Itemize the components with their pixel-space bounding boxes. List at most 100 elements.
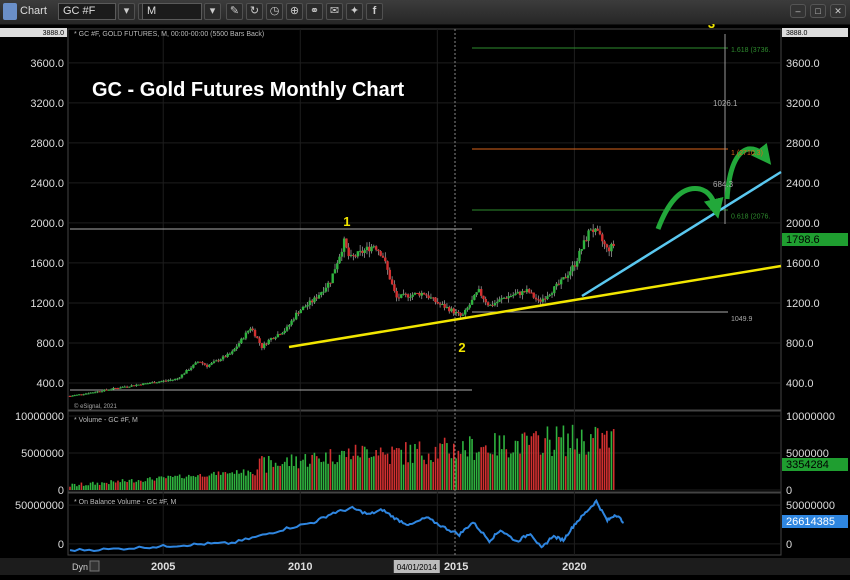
fib-1-label: 1 (2710.3) xyxy=(731,150,763,157)
level-1049-label: 1049.9 xyxy=(731,316,753,323)
candle-body xyxy=(548,294,551,297)
y-tick-left: 2800.0 xyxy=(30,138,64,150)
y-top-box xyxy=(0,28,67,37)
volume-bar xyxy=(418,441,421,490)
clock-icon[interactable]: ◷ xyxy=(266,3,283,20)
volume-bar xyxy=(178,474,181,490)
candle-body xyxy=(605,244,609,248)
volume-bar xyxy=(398,448,400,490)
candle-body xyxy=(297,312,300,314)
candle-body xyxy=(105,389,108,391)
volume-bar xyxy=(295,456,297,490)
candle-body xyxy=(100,391,104,393)
volume-bar xyxy=(197,475,199,490)
volume-bar xyxy=(112,481,115,490)
volume-bar xyxy=(215,475,218,490)
volume-bar xyxy=(261,456,263,490)
volume-bar xyxy=(256,469,259,490)
candle-body xyxy=(260,343,264,349)
candle-body xyxy=(221,356,225,360)
volume-bar xyxy=(121,479,124,490)
projection-arrow-up xyxy=(724,142,772,200)
minimize-button[interactable]: – xyxy=(790,4,806,18)
candle-body xyxy=(121,386,124,388)
volume-bar xyxy=(119,482,122,490)
obv-line xyxy=(69,498,624,553)
time-axis-bar[interactable]: Dyn 2005 2010 04/01/2014 2015 2020 xyxy=(0,558,850,575)
candle-body xyxy=(98,391,101,393)
volume-bar xyxy=(544,438,546,490)
link-icon[interactable]: ⚭ xyxy=(306,3,323,20)
volume-last-box xyxy=(782,458,848,471)
volume-bar xyxy=(277,465,279,490)
volume-bar xyxy=(434,446,437,490)
y-tick-left: 3200.0 xyxy=(30,98,64,110)
maximize-button[interactable]: □ xyxy=(810,4,826,18)
candle-body xyxy=(274,337,277,339)
candle-body xyxy=(379,251,382,256)
volume-bar xyxy=(124,481,126,490)
volume-bar xyxy=(498,435,501,490)
y-tick-right: 3200.0 xyxy=(786,98,820,110)
candle-body xyxy=(555,283,558,287)
candle-body xyxy=(294,312,298,320)
volume-bar xyxy=(466,456,469,490)
candle-body xyxy=(258,338,261,344)
candle-body xyxy=(400,294,403,298)
candle-body xyxy=(427,295,430,299)
volume-bar xyxy=(494,433,496,490)
candle-body xyxy=(395,291,398,298)
volume-bar xyxy=(137,480,140,490)
candle-body xyxy=(509,296,513,298)
candle-body xyxy=(484,298,487,303)
wave-label-3: 3 xyxy=(708,24,715,31)
volume-bar xyxy=(516,441,519,490)
interval-dropdown-icon[interactable]: ▾ xyxy=(204,3,221,20)
volume-bar xyxy=(414,444,416,490)
candle-body xyxy=(192,364,195,368)
candle-body xyxy=(329,282,332,284)
chat-icon[interactable]: ✉ xyxy=(326,3,343,20)
chart-area[interactable]: * GC #F, GOLD FUTURES, M, 00:00-00:00 (5… xyxy=(0,24,850,558)
y-tick-left: 2400.0 xyxy=(30,178,64,190)
close-button[interactable]: ✕ xyxy=(830,4,846,18)
last-price-label: 1798.6 xyxy=(786,234,820,246)
candle-body xyxy=(390,279,394,285)
candle-body xyxy=(445,306,449,308)
volume-bar xyxy=(421,455,423,490)
volume-bar xyxy=(354,444,357,490)
volume-bar xyxy=(80,482,83,490)
candle-body xyxy=(228,353,232,355)
volume-bar xyxy=(361,445,364,490)
interval-input[interactable]: M xyxy=(142,3,202,20)
volume-bar xyxy=(389,463,391,490)
dyn-label[interactable]: Dyn xyxy=(72,562,88,572)
candle-body xyxy=(246,330,250,333)
facebook-icon[interactable]: f xyxy=(366,3,383,20)
toolbar: Chart GC #F ▾ ⚙ M ▾ ✎ ↻ ◷ ⊕ ⚭ ✉ ✦ f – □ … xyxy=(0,0,850,25)
bird-icon[interactable]: ✦ xyxy=(346,3,363,20)
dyn-toggle-icon[interactable] xyxy=(89,560,100,572)
candle-body xyxy=(84,393,88,395)
candle-body xyxy=(283,330,286,333)
volume-bar xyxy=(76,486,78,490)
candle-body xyxy=(68,395,72,397)
candle-body xyxy=(498,299,501,302)
candle-body xyxy=(146,383,149,385)
crosshair-icon[interactable]: ⊕ xyxy=(286,3,303,20)
volume-bar xyxy=(436,458,439,490)
symbol-input[interactable]: GC #F xyxy=(58,3,116,20)
candle-body xyxy=(381,255,385,258)
volume-bar xyxy=(240,472,243,490)
volume-bar xyxy=(302,459,304,490)
candle-body xyxy=(486,302,490,306)
candle-body xyxy=(326,282,330,288)
candle-body xyxy=(368,246,371,252)
symbol-dropdown-icon[interactable]: ▾ xyxy=(118,3,135,20)
candle-body xyxy=(201,362,204,364)
pencil-icon[interactable]: ✎ xyxy=(226,3,243,20)
volume-bar xyxy=(108,484,110,490)
volume-bar xyxy=(416,448,419,490)
refresh-icon[interactable]: ↻ xyxy=(246,3,263,20)
